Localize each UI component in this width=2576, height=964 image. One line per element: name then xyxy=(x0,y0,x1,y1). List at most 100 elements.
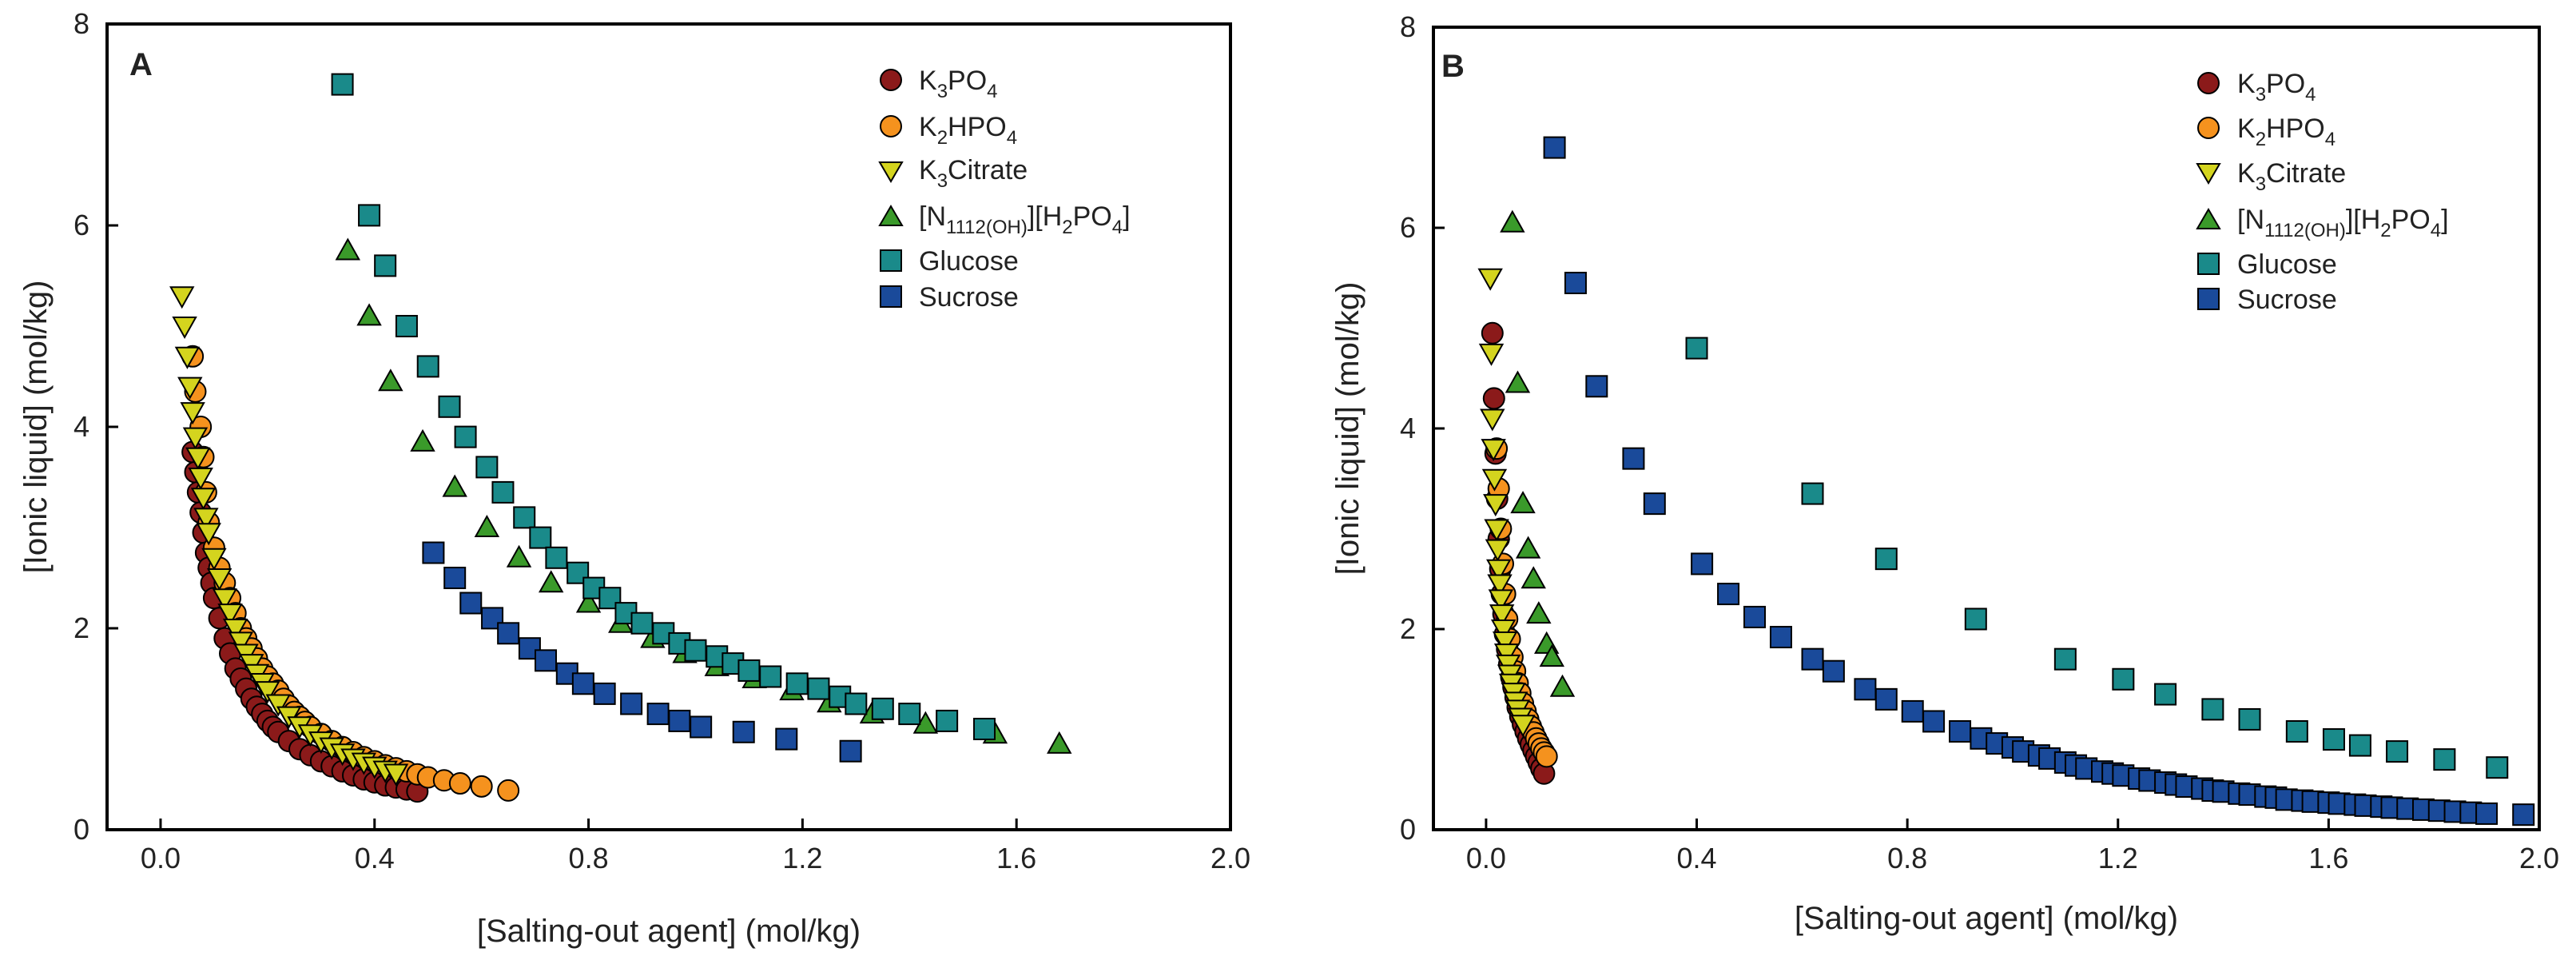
data-point-n1112-oh-h2po4 xyxy=(356,303,382,326)
data-point-k3citrate xyxy=(1477,268,1503,291)
series-n1112-oh-h2po4 xyxy=(335,237,1072,754)
data-point-glucose xyxy=(1685,337,1708,360)
legend-item-sucrose: Sucrose xyxy=(2197,285,2337,315)
data-point-glucose xyxy=(737,659,761,682)
x-tick-label: 0.0 xyxy=(1466,842,1506,874)
data-point-sucrose xyxy=(1643,492,1666,516)
series-k3citrate xyxy=(1477,268,1536,738)
legend-label-k3citrate: K3Citrate xyxy=(2237,158,2346,195)
data-point-glucose xyxy=(374,254,397,277)
data-point-glucose xyxy=(936,709,959,732)
data-point-k3citrate xyxy=(1483,494,1509,517)
data-point-k3citrate xyxy=(201,548,227,571)
data-point-k3po4 xyxy=(1481,321,1504,345)
data-point-sucrose xyxy=(2475,802,2498,825)
data-point-glucose xyxy=(513,506,536,529)
data-point-sucrose xyxy=(1769,626,1792,649)
data-point-k3citrate xyxy=(1493,643,1520,667)
data-point-k3citrate xyxy=(190,488,217,511)
data-point-glucose xyxy=(807,677,830,700)
x-tick-label: 2.0 xyxy=(2519,842,2559,874)
data-point-k2hpo4 xyxy=(1535,745,1558,768)
data-point-sucrose xyxy=(1717,583,1740,606)
data-point-sucrose xyxy=(1564,272,1587,295)
data-point-glucose xyxy=(2433,748,2456,771)
data-point-n1112-oh-h2po4 xyxy=(575,590,602,613)
data-point-glucose xyxy=(438,395,461,418)
data-point-sucrose xyxy=(571,672,594,695)
panel-letter: B xyxy=(1441,49,1465,84)
data-point-k3citrate xyxy=(172,317,197,340)
data-point-sucrose xyxy=(459,592,483,615)
x-tick-label: 0.4 xyxy=(1677,842,1717,874)
data-point-n1112-oh-h2po4 xyxy=(1047,731,1072,754)
data-point-sucrose xyxy=(732,720,755,743)
series-glucose xyxy=(331,73,996,740)
data-point-k3citrate xyxy=(185,447,211,470)
data-point-glucose xyxy=(871,697,894,720)
x-tick-label: 1.2 xyxy=(782,842,822,874)
data-point-glucose xyxy=(845,692,868,715)
data-point-k3citrate xyxy=(1488,589,1514,612)
data-point-sucrose xyxy=(1543,136,1566,159)
data-point-k3citrate xyxy=(193,508,219,531)
data-point-n1112-oh-h2po4 xyxy=(1539,644,1564,667)
legend-label-il-phosphate: [N1112(OH)][H2PO4] xyxy=(2237,205,2449,241)
data-point-glucose xyxy=(529,526,552,549)
data-point-n1112-oh-h2po4 xyxy=(1515,536,1541,559)
data-point-glucose xyxy=(898,703,921,726)
legend-item-k3po4: K3PO4 xyxy=(880,66,998,102)
data-point-sucrose xyxy=(1691,552,1714,576)
data-point-sucrose xyxy=(1901,699,1924,723)
data-point-sucrose xyxy=(1822,659,1845,683)
legend-item-k3po4: K3PO4 xyxy=(2197,69,2316,106)
data-point-sucrose xyxy=(2512,803,2535,827)
data-point-sucrose xyxy=(620,692,643,715)
data-point-glucose xyxy=(545,546,568,569)
data-point-glucose xyxy=(566,561,590,584)
data-point-n1112-oh-h2po4 xyxy=(335,237,360,261)
data-point-glucose xyxy=(358,204,381,227)
data-point-k3citrate xyxy=(206,568,233,592)
data-point-glucose xyxy=(395,315,418,337)
x-axis-ticks: 0.0 0.4 0.8 1.2 1.6 2.0 xyxy=(141,819,1250,874)
x-tick-label: 0.0 xyxy=(141,842,181,874)
legend-marker-k3citrate xyxy=(878,161,904,183)
data-point-glucose xyxy=(2201,698,2224,721)
x-axis-ticks: 0.0 0.4 0.8 1.2 1.6 2.0 xyxy=(1466,819,2559,874)
legend-item-k3citrate: K3Citrate xyxy=(2196,158,2346,195)
data-point-k3citrate xyxy=(1510,715,1536,738)
data-point-sucrose xyxy=(1585,375,1608,398)
y-axis-ticks: 0 2 4 6 8 xyxy=(74,7,118,846)
y-tick-label: 4 xyxy=(1400,412,1416,444)
x-tick-label: 0.8 xyxy=(569,842,609,874)
data-point-k3citrate xyxy=(188,468,213,491)
data-point-n1112-oh-h2po4 xyxy=(474,514,500,537)
data-point-glucose xyxy=(2154,683,2177,706)
data-point-sucrose xyxy=(646,703,670,726)
legend-marker-il-phosphate xyxy=(2196,208,2221,229)
y-axis-title: [Ionic liquid] (mol/kg) xyxy=(18,281,54,574)
series-k2hpo4 xyxy=(181,345,520,802)
data-point-k3citrate xyxy=(180,402,205,425)
data-point-n1112-oh-h2po4 xyxy=(1549,674,1576,697)
legend-label-k2hpo4: K2HPO4 xyxy=(919,112,1017,149)
legend: K3PO4 K2HPO4 K3Citrate [N1112(OH)][H2PO4… xyxy=(878,66,1131,313)
data-point-sucrose xyxy=(1622,447,1645,470)
data-point-k3citrate xyxy=(196,523,221,546)
legend-marker-k2hpo4 xyxy=(2197,117,2220,139)
y-tick-label: 6 xyxy=(74,209,89,241)
legend-label-k3citrate: K3Citrate xyxy=(919,155,1028,192)
y-tick-label: 0 xyxy=(74,813,89,846)
plot-area-frame xyxy=(1432,26,2541,831)
data-point-sucrose xyxy=(1801,647,1824,671)
legend-label-glucose: Glucose xyxy=(2237,249,2337,280)
data-point-k3citrate xyxy=(265,694,291,717)
data-point-glucose xyxy=(2053,647,2077,671)
legend-label-k3po4: K3PO4 xyxy=(2237,69,2316,106)
legend-item-k2hpo4: K2HPO4 xyxy=(2197,114,2335,150)
data-point-sucrose xyxy=(1854,678,1877,701)
legend-item-sucrose: Sucrose xyxy=(880,282,1019,313)
data-point-k2hpo4 xyxy=(470,775,493,798)
